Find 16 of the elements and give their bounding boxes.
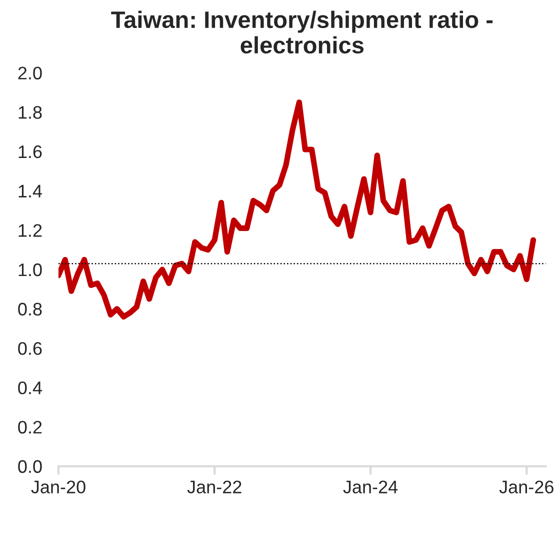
y-tick-label: 0.4 <box>18 381 42 394</box>
y-tick-label: 2.0 <box>18 66 42 80</box>
y-tick-label: 1.6 <box>18 145 42 158</box>
y-tick-label: 1.8 <box>18 106 42 119</box>
y-tick-label: 0.0 <box>18 460 42 473</box>
x-tick-label: Jan-20 <box>31 480 86 494</box>
x-tick-label: Jan-26 <box>499 480 554 494</box>
x-tick-label: Jan-22 <box>187 480 242 494</box>
y-tick-label: 1.4 <box>18 184 42 198</box>
y-tick-label: 0.2 <box>18 420 42 434</box>
y-tick-label: 0.8 <box>18 302 42 316</box>
x-tick-label: Jan-24 <box>343 480 398 494</box>
y-tick-label: 1.0 <box>18 263 42 276</box>
y-tick-label: 0.6 <box>18 342 42 355</box>
chart-title: Taiwan: Inventory/shipment ratio - electronics <box>111 10 493 54</box>
y-tick-label: 1.2 <box>18 224 42 237</box>
